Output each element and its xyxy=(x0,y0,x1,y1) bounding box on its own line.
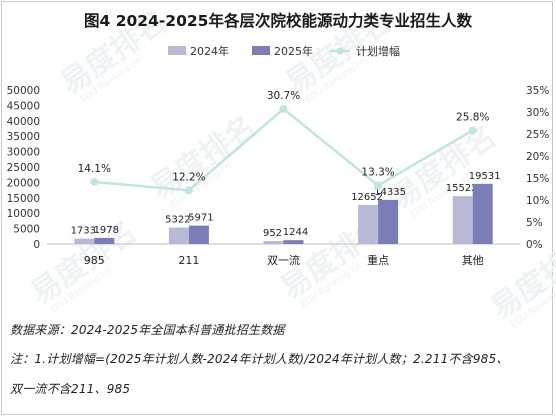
left-tick-label: 20000 xyxy=(7,177,40,189)
bar-value-label: 19531 xyxy=(469,171,501,182)
source-note: 数据来源：2024-2025年全国本科普通批招生数据 xyxy=(10,323,285,337)
growth-point xyxy=(468,126,477,135)
left-tick-label: 45000 xyxy=(7,100,40,112)
bar-2024 xyxy=(358,205,379,244)
bar-2025 xyxy=(94,237,115,244)
chart-title: 图4 2024-2025年各层次院校能源动力类专业招生人数 xyxy=(84,11,472,30)
x-tick-label: 其他 xyxy=(462,254,484,267)
left-tick-label: 5000 xyxy=(13,224,40,236)
growth-point xyxy=(90,177,99,186)
bar-2025 xyxy=(283,240,304,244)
x-tick-label: 985 xyxy=(84,254,105,267)
left-tick-label: 50000 xyxy=(7,85,40,97)
left-tick-label: 15000 xyxy=(7,193,40,205)
bar-2024 xyxy=(74,238,95,244)
bar-value-label: 5322 xyxy=(165,215,190,226)
legend-marker xyxy=(336,47,344,55)
growth-value-label: 30.7% xyxy=(267,90,300,102)
growth-point xyxy=(374,181,383,190)
right-tick-label: 0% xyxy=(526,239,543,251)
growth-point xyxy=(279,104,288,113)
growth-value-label: 14.1% xyxy=(78,163,111,175)
bar-value-label: 5971 xyxy=(188,213,213,224)
bar-value-label: 952 xyxy=(263,228,282,239)
bar-2025 xyxy=(378,199,399,244)
bar-2025 xyxy=(188,225,209,244)
bar-value-label: 15522 xyxy=(446,183,478,194)
bar-2024 xyxy=(452,196,473,244)
right-tick-label: 30% xyxy=(526,107,549,119)
right-tick-label: 15% xyxy=(526,173,549,185)
right-axis: 0% 5% 10% 15% 20% 25% 30% 35% xyxy=(526,85,549,251)
left-tick-label: 10000 xyxy=(7,208,40,220)
formula-note-cont: 双一流不含211、985 xyxy=(10,382,131,396)
growth-value-label: 12.2% xyxy=(172,171,205,183)
legend-swatch-0 xyxy=(168,46,186,55)
watermark-text: 易度排名 xyxy=(145,109,263,206)
left-tick-label: 40000 xyxy=(7,116,40,128)
legend-label-1: 2025年 xyxy=(274,44,313,58)
x-tick-label: 双一流 xyxy=(267,253,300,267)
bar-value-label: 12652 xyxy=(351,192,383,203)
growth-line-layer: 14.1% 12.2% 30.7% 13.3% 25.8% xyxy=(78,90,489,195)
left-tick-label: 25000 xyxy=(7,162,40,174)
left-axis: 0 5000 10000 15000 20000 25000 30000 35000 40000… xyxy=(7,85,40,251)
bar-value-label: 1978 xyxy=(94,225,119,236)
x-tick-label: 重点 xyxy=(367,253,389,267)
right-tick-label: 5% xyxy=(526,217,543,229)
growth-value-label: 25.8% xyxy=(456,111,489,123)
formula-note: 注：1.计划增幅=(2025年计划人数-2024年计划人数)/2024年计划人数… xyxy=(10,352,509,366)
right-tick-label: 35% xyxy=(526,85,549,97)
left-tick-label: 35000 xyxy=(7,131,40,143)
legend-label-2: 计划增幅 xyxy=(356,44,400,58)
right-tick-label: 20% xyxy=(526,151,549,163)
right-tick-label: 25% xyxy=(526,129,549,141)
growth-value-label: 13.3% xyxy=(361,166,394,178)
bar-2025 xyxy=(472,183,493,244)
bar-value-label: 14335 xyxy=(374,187,406,198)
bar-value-label: 1244 xyxy=(283,227,308,238)
bars-layer: 1733 5322 952 12652 15522 1978 5971 1244 14335 19… xyxy=(71,171,501,244)
chart-legend: 2024年 2025年 计划增幅 xyxy=(168,44,400,58)
bar-2024 xyxy=(263,241,284,244)
x-axis: 985 211 双一流 重点 其他 xyxy=(84,253,484,267)
x-tick-label: 211 xyxy=(178,254,199,267)
left-tick-label: 30000 xyxy=(7,147,40,159)
legend-label-0: 2024年 xyxy=(190,44,229,58)
left-tick-label: 0 xyxy=(33,239,40,251)
right-tick-label: 10% xyxy=(526,195,549,207)
bar-2024 xyxy=(168,227,189,244)
growth-point xyxy=(184,186,193,195)
bar-value-label: 1733 xyxy=(71,226,96,237)
legend-swatch-1 xyxy=(252,46,270,55)
